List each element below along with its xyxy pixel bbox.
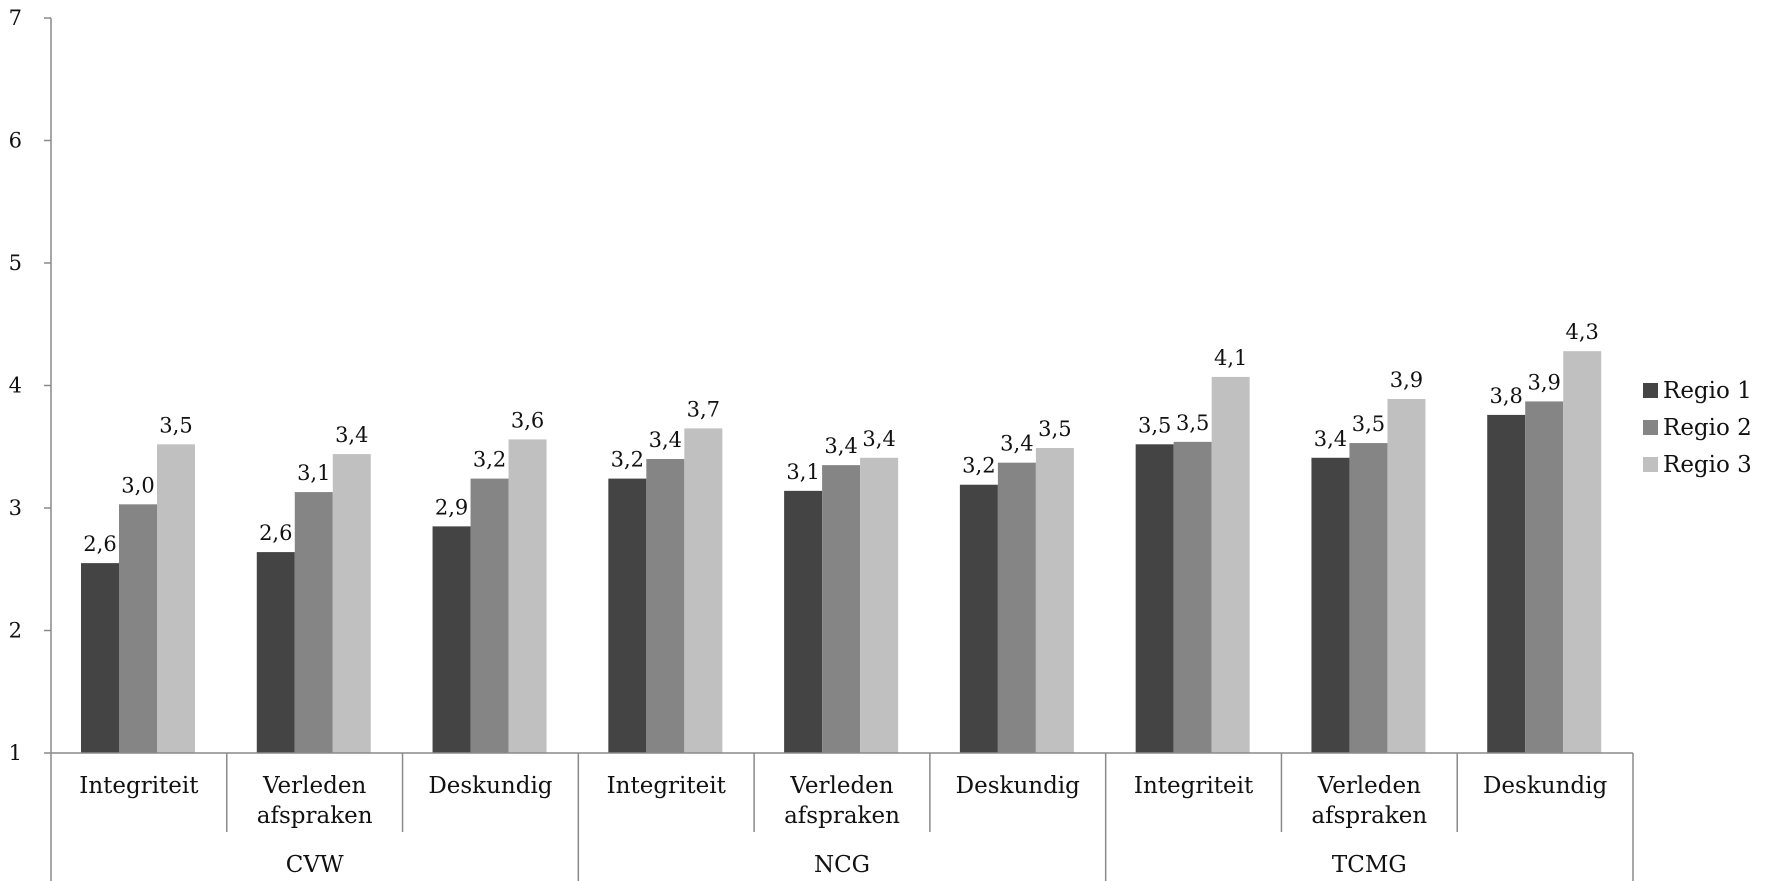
bars: [81, 351, 1602, 753]
bar: [784, 490, 823, 753]
bar-value-label: 3,5: [1038, 417, 1071, 441]
bar: [1173, 441, 1212, 753]
y-tick-label: 7: [9, 6, 22, 30]
bar: [1311, 457, 1350, 753]
bar: [822, 465, 861, 753]
bar-value-label: 3,5: [159, 413, 192, 437]
category-label: Deskundig: [428, 773, 552, 799]
bar: [470, 478, 509, 753]
y-axis: 1 2 3 4 5 6 7: [9, 6, 52, 881]
legend-label: Regio 2: [1663, 415, 1752, 441]
category-label-line2: afspraken: [257, 803, 373, 829]
bar-value-label: 4,3: [1566, 320, 1599, 344]
bar-value-label: 2,9: [435, 495, 468, 519]
bar-value-label: 3,4: [649, 428, 682, 452]
bar: [508, 439, 547, 753]
bar-value-label: 3,0: [121, 473, 154, 497]
bar-value-label: 3,9: [1528, 370, 1561, 394]
bar: [432, 526, 471, 753]
y-tick-label: 2: [9, 619, 22, 643]
group-label: NCG: [814, 852, 870, 878]
category-label: Integriteit: [607, 773, 727, 799]
bar-value-label: 2,6: [83, 532, 116, 556]
bar-value-label: 3,7: [687, 397, 720, 421]
y-tick-label: 6: [9, 129, 22, 153]
bar-value-label: 2,6: [259, 521, 292, 545]
bar-value-label: 3,5: [1176, 411, 1209, 435]
category-label: Verleden: [1317, 773, 1421, 799]
bar: [256, 552, 295, 753]
bar-value-label: 3,8: [1490, 384, 1523, 408]
bar: [608, 478, 647, 753]
bar: [1349, 443, 1388, 753]
bar-value-label: 3,2: [473, 448, 506, 472]
bar-value-label: 3,4: [1314, 427, 1347, 451]
bar: [1387, 398, 1426, 753]
bar: [1135, 444, 1174, 753]
category-label-line2: afspraken: [1311, 803, 1427, 829]
category-label: Verleden: [789, 773, 893, 799]
bar-value-label: 3,5: [1138, 413, 1171, 437]
x-axis: Integriteit Verleden afspraken Deskundig CVW…: [51, 752, 1634, 881]
category-label: Verleden: [262, 773, 366, 799]
bar-value-label: 4,1: [1214, 346, 1247, 370]
category-label: Integriteit: [1134, 773, 1254, 799]
bar-value-label: 3,1: [786, 460, 819, 484]
category-label: Integriteit: [79, 773, 199, 799]
y-tick-label: 3: [9, 496, 22, 520]
bar-value-labels: 2,63,03,52,63,13,42,93,23,63,23,43,73,13…: [83, 320, 1599, 556]
legend-swatch: [1643, 383, 1658, 398]
bar-value-label: 3,4: [824, 434, 857, 458]
bar: [1563, 351, 1602, 753]
group-label: CVW: [286, 852, 344, 878]
bar: [294, 492, 333, 753]
bar: [646, 459, 685, 753]
legend-swatch: [1643, 420, 1658, 435]
bar: [119, 504, 157, 753]
bar-value-label: 3,9: [1390, 368, 1423, 392]
category-label-line2: afspraken: [784, 803, 900, 829]
legend-label: Regio 3: [1663, 452, 1752, 478]
y-tick-label: 1: [9, 741, 22, 765]
bar-value-label: 3,4: [335, 423, 368, 447]
legend: Regio 1 Regio 2 Regio 3: [1643, 378, 1752, 478]
legend-label: Regio 1: [1663, 378, 1752, 404]
legend-swatch: [1643, 457, 1658, 472]
group-label: TCMG: [1332, 852, 1407, 878]
bar-value-label: 3,4: [1000, 432, 1033, 456]
bar: [1487, 414, 1526, 753]
y-tick-label: 5: [9, 251, 22, 275]
bar: [1525, 401, 1564, 753]
bar: [959, 484, 998, 753]
bar: [997, 462, 1036, 753]
bar: [81, 563, 119, 753]
bar-value-label: 3,6: [511, 408, 544, 432]
bar: [1211, 376, 1250, 753]
category-label: Deskundig: [1483, 773, 1607, 799]
category-label: Deskundig: [956, 773, 1080, 799]
bar: [1035, 447, 1074, 753]
bar: [157, 444, 195, 753]
bar-value-label: 3,4: [862, 427, 895, 451]
bar-value-label: 3,1: [297, 461, 330, 485]
bar: [332, 454, 371, 753]
y-tick-label: 4: [9, 374, 22, 398]
bar-value-label: 3,5: [1352, 412, 1385, 436]
bar-value-label: 3,2: [962, 454, 995, 478]
bar: [860, 457, 899, 753]
bar-value-label: 3,2: [611, 448, 644, 472]
bar: [684, 428, 723, 753]
